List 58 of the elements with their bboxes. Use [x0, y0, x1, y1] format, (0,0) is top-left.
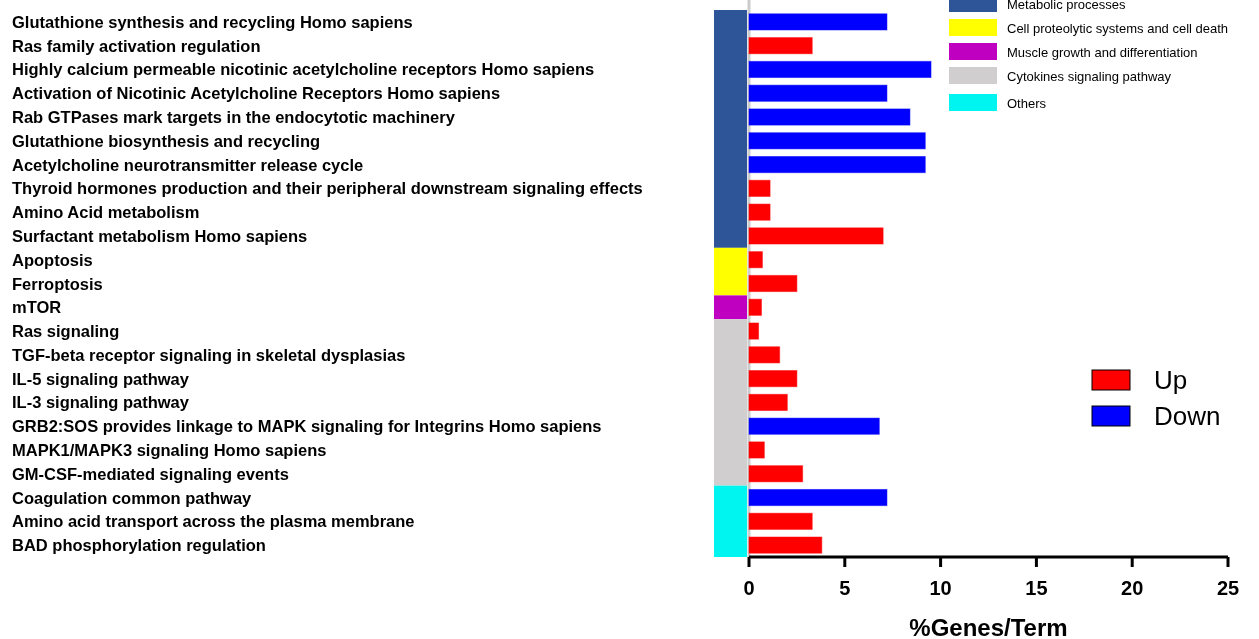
bar — [748, 536, 823, 554]
bar — [748, 417, 880, 435]
y-tick-label: mTOR — [12, 298, 62, 317]
bar — [748, 512, 813, 530]
x-tick-label: 25 — [1216, 577, 1240, 599]
y-tick-label: Glutathione synthesis and recycling Homo sapiens — [12, 12, 413, 31]
bar — [748, 37, 813, 55]
bar — [748, 346, 781, 364]
y-tick-label: Ras signaling — [12, 322, 120, 341]
y-tick-label: GM-CSF-mediated signaling events — [12, 464, 289, 483]
annotation: Metabolic processes — [1007, 0, 1126, 12]
bar — [748, 441, 765, 459]
bar — [748, 203, 771, 221]
y-tick-label: Ferroptosis — [12, 274, 103, 293]
y-tick-label: MAPK1/MAPK3 signaling Homo sapiens — [12, 440, 327, 459]
y-tick-label: BAD phosphorylation regulation — [12, 536, 266, 555]
y-tick-label: IL-3 signaling pathway — [12, 393, 190, 412]
bar — [748, 60, 932, 79]
x-tick-label: 0 — [743, 577, 755, 599]
bar — [748, 156, 926, 174]
bar — [748, 227, 884, 245]
y-tick-label: Ras family activation regulation — [12, 36, 261, 55]
bar — [748, 13, 888, 31]
y-tick-label: Glutathione biosynthesis and recycling — [12, 131, 321, 150]
bar — [748, 251, 763, 269]
y-tick-label: Rab GTPases mark targets in the endocytotic machinery — [12, 108, 456, 127]
bar — [748, 322, 760, 340]
bar — [748, 84, 888, 102]
annotation: Cytokines signaling pathway — [1007, 68, 1172, 84]
x-tick-label: 15 — [1025, 577, 1048, 599]
y-tick-label: Highly calcium permeable nicotinic acetylcholine receptors Homo sapiens — [12, 60, 595, 79]
annotation: Muscle growth and differentiation — [1007, 44, 1198, 60]
bar — [748, 370, 798, 388]
x-axis-title: %Genes/Term — [909, 614, 1068, 639]
bar — [748, 488, 888, 507]
y-tick-label: Coagulation common pathway — [12, 488, 253, 507]
y-tick-label: Apoptosis — [12, 250, 93, 269]
y-tick-label: Surfactant metabolism Homo sapiens — [12, 226, 308, 245]
y-tick-label: TGF-beta receptor signaling in skeletal dysplasias — [12, 345, 406, 364]
y-tick-label: IL-5 signaling pathway — [12, 369, 190, 388]
y-tick-label: GRB2:SOS provides linkage to MAPK signaling for Integrins Homo sapiens — [12, 417, 602, 436]
y-tick-label: Thyroid hormones production and their peripheral downstream signaling effects — [12, 179, 643, 198]
annotation: Others — [1007, 95, 1047, 111]
legend-label: Up — [1154, 365, 1188, 395]
y-tick-label: Activation of Nicotinic Acetylcholine Receptors Homo sapiens — [12, 84, 501, 103]
bar — [748, 393, 788, 411]
bar — [748, 108, 911, 126]
bar — [748, 132, 926, 150]
y-tick-label: Amino Acid metabolism — [12, 203, 200, 222]
x-tick-label: 5 — [839, 577, 851, 599]
annotation: Cell proteolytic systems and cell death — [1007, 20, 1229, 36]
bar — [748, 465, 804, 483]
y-tick-label: Acetylcholine neurotransmitter release cycle — [12, 155, 364, 174]
y-tick-label: Amino acid transport across the plasma membrane — [12, 512, 415, 531]
bar — [748, 179, 771, 197]
legend-label: Down — [1154, 401, 1221, 431]
x-tick-label: 20 — [1121, 577, 1144, 599]
x-tick-label: 10 — [929, 577, 952, 599]
